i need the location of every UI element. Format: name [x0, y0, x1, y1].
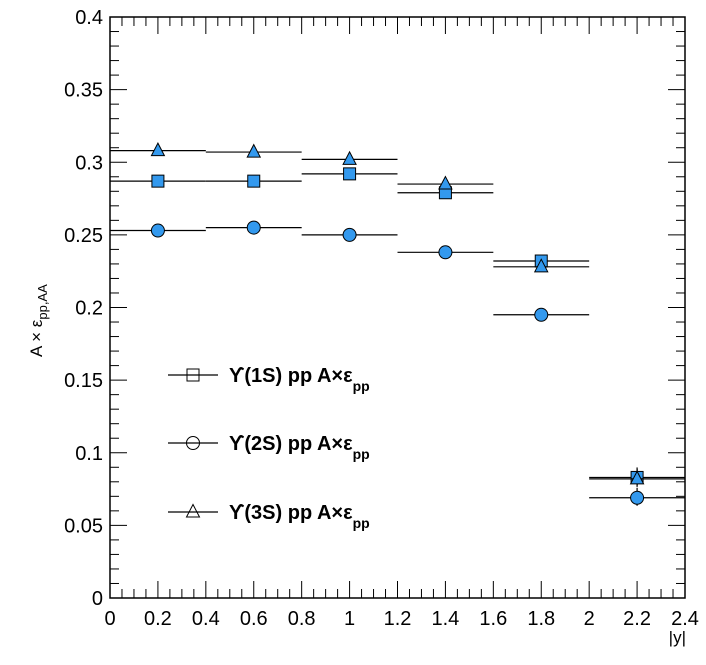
y-tick-label: 0 — [92, 588, 103, 610]
y-tick-label: 0.2 — [75, 298, 103, 320]
data-point-triangle — [150, 142, 166, 157]
x-axis-title: |y| — [669, 628, 686, 647]
x-tick-label: 0.6 — [240, 608, 268, 630]
x-tick-label: 2 — [584, 608, 595, 630]
plot-frame — [109, 16, 686, 599]
legend-label: ϒ(1S) pp A×εpp — [229, 365, 370, 394]
y-axis-title: A × εpp,AA — [27, 284, 50, 357]
x-tick-label: 1.2 — [384, 608, 412, 630]
y-tick-label: 0.15 — [64, 370, 103, 392]
data-point-circle — [534, 307, 549, 322]
x-tick-label: 1.6 — [479, 608, 507, 630]
x-tick-label: 1.8 — [527, 608, 555, 630]
x-tick-label: 1.4 — [432, 608, 460, 630]
data-point-triangle — [246, 143, 262, 158]
data-point-circle — [246, 220, 261, 235]
legend-marker-square — [186, 368, 200, 382]
legend-marker-circle — [186, 436, 200, 450]
data-point-circle — [150, 223, 165, 238]
x-tick-label: 0 — [104, 608, 115, 630]
legend: ϒ(1S) pp A×εpp ϒ(2S) pp A×εpp ϒ(3S) pp A×ε… — [168, 365, 370, 531]
series-1s — [110, 167, 685, 486]
data-point-triangle — [533, 258, 549, 273]
data-point-square — [247, 174, 261, 188]
data-point-square — [343, 167, 357, 181]
data-point-triangle — [438, 175, 453, 190]
x-tick-label: 0.4 — [192, 608, 220, 630]
data-series — [110, 142, 685, 506]
y-axis-title-main: A × ε — [27, 319, 46, 357]
y-tick-label: 0.25 — [64, 225, 103, 247]
y-tick-label: 0.3 — [75, 152, 103, 174]
y-tick-label: 0.05 — [64, 515, 103, 537]
y-tick-label: 0.35 — [64, 80, 103, 102]
x-tick-label: 0.2 — [144, 608, 172, 630]
legend-label: ϒ(3S) pp A×εpp — [229, 502, 370, 531]
data-point-circle — [342, 227, 357, 242]
y-axis-title-sub: pp,AA — [35, 284, 50, 320]
x-tick-label: 0.8 — [288, 608, 316, 630]
axis-ticks — [109, 16, 686, 599]
data-point-circle — [630, 490, 645, 505]
y-tick-label: 0.1 — [75, 443, 103, 465]
legend-marker-triangle — [185, 503, 201, 518]
x-tick-label: 2.4 — [671, 608, 699, 630]
data-point-circle — [438, 245, 453, 260]
legend-label: ϒ(2S) pp A×εpp — [229, 433, 370, 462]
axis-tick-labels: 0 0.2 0.4 0.6 0.8 1 1.2 1.4 1.6 1.8 2 2.2 2.4 0 0.05 0.… — [64, 7, 699, 630]
data-point-triangle — [629, 470, 645, 485]
x-tick-label: 2.2 — [623, 608, 651, 630]
legend-entry: ϒ(1S) pp A×εpp — [168, 365, 370, 394]
series-3s — [110, 142, 685, 487]
series-2s — [110, 220, 685, 506]
data-point-square — [151, 174, 165, 188]
x-tick-label: 1 — [344, 608, 355, 630]
legend-entry: ϒ(2S) pp A×εpp — [168, 433, 370, 462]
legend-entry: ϒ(3S) pp A×εpp — [168, 502, 370, 531]
data-point-triangle — [342, 150, 357, 165]
y-tick-label: 0.4 — [75, 7, 103, 29]
